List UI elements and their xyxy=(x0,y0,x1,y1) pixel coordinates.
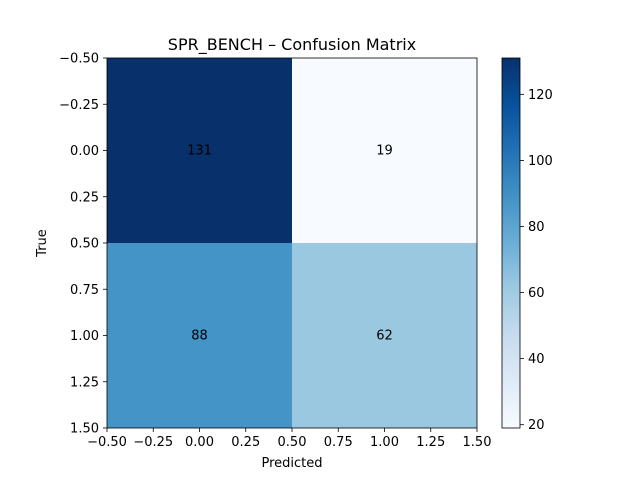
cell-value-labels: 131 19 88 62 xyxy=(187,144,393,344)
y-tick-label: 0.75 xyxy=(70,283,99,298)
heatmap-cell xyxy=(107,243,292,428)
y-tick-label: −0.50 xyxy=(59,52,99,67)
x-tick-label: −0.50 xyxy=(87,435,127,450)
colorbar-tick-label: 60 xyxy=(528,286,545,301)
x-tick-label: −0.25 xyxy=(133,435,173,450)
colorbar-tick-label: 100 xyxy=(528,154,553,169)
x-tick-label: 0.75 xyxy=(324,435,353,450)
colorbar-tick-label: 80 xyxy=(528,220,545,235)
x-axis: −0.50 −0.25 0.00 0.25 0.50 0.75 1.00 1.25 1.50 xyxy=(87,428,491,450)
heatmap-cell xyxy=(292,243,477,428)
x-axis-label: Predicted xyxy=(261,456,322,471)
colorbar-ticks: 20 40 60 80 100 120 xyxy=(520,88,553,433)
colorbar-tick-label: 40 xyxy=(528,352,545,367)
x-tick-label: 0.00 xyxy=(185,435,214,450)
y-tick-label: 1.50 xyxy=(70,422,99,437)
cell-value-label: 62 xyxy=(376,329,393,344)
heatmap-cell xyxy=(292,58,477,243)
cell-value-label: 19 xyxy=(376,144,393,159)
colorbar-gradient xyxy=(501,57,521,429)
x-tick-label: 0.50 xyxy=(278,435,307,450)
x-tick-label: 1.50 xyxy=(463,435,492,450)
cell-value-label: 88 xyxy=(191,329,208,344)
y-tick-label: 0.00 xyxy=(70,144,99,159)
heatmap-cell xyxy=(107,58,292,243)
chart-title: SPR_BENCH – Confusion Matrix xyxy=(168,35,416,55)
colorbar-tick-label: 120 xyxy=(528,88,553,103)
heatmap-cells xyxy=(107,58,477,428)
x-tick-label: 0.25 xyxy=(231,435,260,450)
y-tick-label: 1.25 xyxy=(70,375,99,390)
colorbar-tick-label: 20 xyxy=(528,418,545,433)
y-tick-label: 1.00 xyxy=(70,329,99,344)
cell-value-label: 131 xyxy=(187,144,212,159)
y-tick-label: 0.50 xyxy=(70,237,99,252)
x-tick-label: 1.25 xyxy=(416,435,445,450)
y-axis: −0.50 −0.25 0.00 0.25 0.50 0.75 1.00 1.25 1.50 xyxy=(59,52,107,437)
y-tick-label: −0.25 xyxy=(59,98,99,113)
x-tick-label: 1.00 xyxy=(370,435,399,450)
y-axis-label: True xyxy=(35,229,50,258)
y-tick-label: 0.25 xyxy=(70,190,99,205)
colorbar: 20 40 60 80 100 120 xyxy=(501,57,553,433)
